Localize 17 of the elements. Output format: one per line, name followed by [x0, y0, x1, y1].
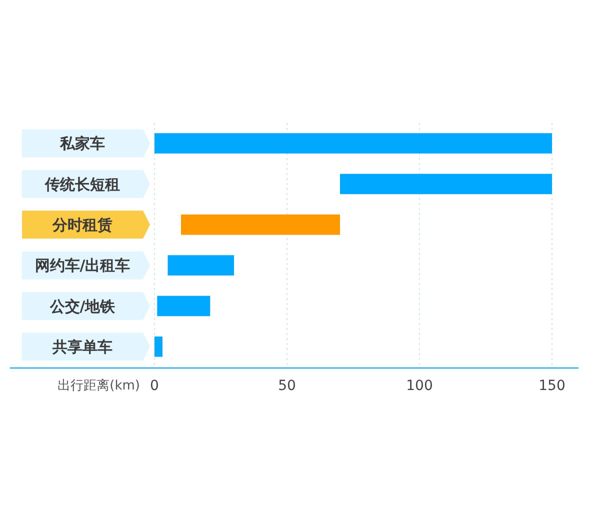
y-tick-label: 共享单车: [52, 338, 112, 356]
x-axis-title: 出行距离(km): [58, 378, 140, 394]
y-tick-label: 私家车: [59, 134, 105, 153]
bar: [340, 174, 552, 194]
bar: [157, 296, 210, 316]
x-tick-label: 100: [406, 378, 433, 394]
bar: [168, 255, 234, 276]
x-tick-label: 150: [538, 378, 566, 394]
x-tick-label: 50: [278, 378, 296, 394]
y-tick-label: 网约车/出租车: [34, 256, 130, 275]
bar: [154, 133, 552, 154]
y-tick-label: 传统长短租: [44, 175, 120, 194]
bar: [154, 336, 162, 357]
x-tick-label: 0: [150, 378, 159, 394]
y-tick-label: 公交/地铁: [48, 297, 116, 316]
bar: [181, 214, 340, 235]
y-tick-label: 分时租赁: [52, 216, 112, 234]
